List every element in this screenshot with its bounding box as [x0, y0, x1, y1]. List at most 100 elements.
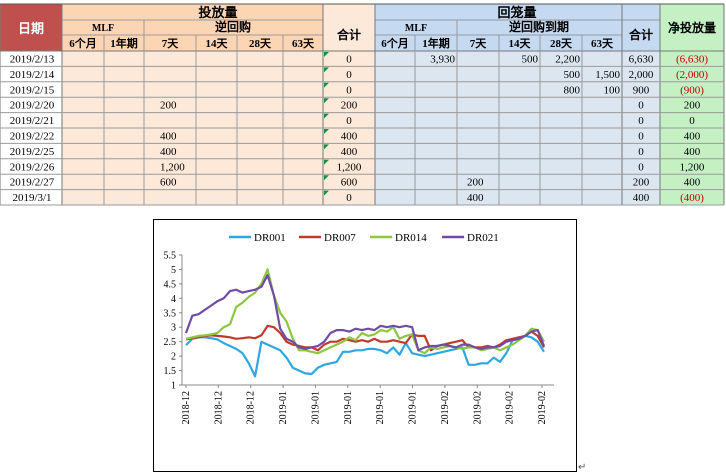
- reverse-repo-maturity-label: 逆回购到期: [509, 19, 569, 34]
- injection-cell: 400: [160, 131, 177, 143]
- net-injection-cell: (400): [680, 192, 704, 204]
- net-fill: [660, 4, 724, 205]
- row-date: 2019/2/21: [10, 115, 55, 127]
- cell-note-marker: [324, 144, 329, 150]
- injection-total-cell: 400: [341, 146, 358, 158]
- injection-total-cell: 1,200: [337, 161, 362, 173]
- cell-note-marker: [324, 52, 329, 57]
- y-tick-label: 1.5: [164, 366, 177, 377]
- withdrawal-total-cell: 0: [638, 100, 644, 112]
- x-tick-label: 2019-02: [537, 391, 548, 424]
- y-tick-label: 3.5: [164, 308, 177, 319]
- net-injection-label: 净投放量: [668, 20, 716, 35]
- series-line-dr021: [184, 274, 546, 352]
- x-tick-label: 2019-02: [440, 391, 451, 424]
- series-line-dr014: [185, 268, 545, 355]
- withdrawal-cell: 400: [467, 192, 484, 204]
- cell-note-marker: [324, 98, 329, 104]
- series-line-dr007: [185, 324, 545, 352]
- legend-label: DR014: [395, 232, 427, 244]
- cell-note-marker: [324, 175, 329, 181]
- withdrawal-total-cell: 0: [638, 146, 644, 158]
- withdrawal-cell: 500: [564, 69, 581, 81]
- row-date: 2019/2/13: [10, 54, 55, 66]
- x-tick-label: 2018-12: [181, 391, 192, 424]
- net-injection-cell: (2,000): [676, 69, 708, 81]
- withdrawal-total-cell: 0: [638, 161, 644, 173]
- net-injection-cell: 400: [684, 146, 701, 158]
- legend-label: DR021: [467, 232, 499, 244]
- y-tick-label: 2.5: [164, 337, 177, 348]
- reverse-repo-label: 逆回购: [215, 19, 251, 34]
- x-tick-label: 2019-01: [278, 391, 289, 424]
- withdrawal-total-cell: 0: [638, 131, 644, 143]
- row-date: 2019/2/20: [10, 100, 55, 112]
- y-tick-label: 4.5: [164, 279, 177, 290]
- withdrawal-cell: 800: [564, 84, 581, 96]
- injection-cell: 400: [160, 146, 177, 158]
- net-injection-cell: 0: [689, 115, 695, 127]
- injection-cell: 200: [160, 100, 177, 112]
- date-header-cell: [0, 4, 62, 51]
- withdrawal-column-header: 14天: [509, 37, 532, 50]
- withdrawal-mlf-label: MLF: [405, 23, 427, 34]
- withdrawal-column-header: 7天: [470, 37, 488, 50]
- corner-header-label: 日期: [18, 21, 44, 36]
- withdrawal-column-header: 1年期: [422, 36, 450, 50]
- injection-total-label: 合计: [337, 27, 361, 42]
- y-tick-label: 4: [171, 294, 176, 305]
- legend-label: DR001: [254, 232, 286, 244]
- withdrawal-group-label: 回笼量: [497, 5, 536, 20]
- row-date: 2019/2/27: [10, 177, 55, 189]
- net-injection-cell: 1,200: [680, 161, 705, 173]
- y-tick-label: 1: [171, 381, 176, 392]
- withdrawal-total-cell: 900: [633, 84, 650, 96]
- injection-column-header: 14天: [206, 37, 229, 50]
- series-line-dr001: [185, 334, 545, 378]
- x-tick-label: 2019-01: [310, 391, 321, 424]
- withdrawal-cell: 200: [467, 177, 484, 189]
- row-date: 2019/2/15: [10, 84, 55, 96]
- withdrawal-cell: 1,500: [595, 69, 620, 81]
- injection-total-cell: 600: [341, 177, 358, 189]
- withdrawal-total-cell: 400: [633, 192, 650, 204]
- net-injection-cell: 400: [684, 131, 701, 143]
- injection-total-cell: 0: [346, 69, 352, 81]
- withdrawal-total-cell: 200: [633, 177, 650, 189]
- x-tick-label: 2019-01: [375, 391, 386, 424]
- y-tick-label: 5.5: [164, 251, 177, 262]
- injection-total-cell: 400: [341, 131, 358, 143]
- withdrawal-total-cell: 6,630: [629, 54, 654, 66]
- injection-column-header: 63天: [292, 37, 315, 50]
- withdrawal-column-header: 28天: [550, 37, 573, 50]
- cell-note-marker: [324, 190, 329, 196]
- injection-total-cell: 0: [346, 54, 352, 66]
- withdrawal-column-header: 63天: [591, 37, 614, 50]
- row-date: 2019/2/14: [10, 69, 55, 81]
- y-tick-label: 2: [171, 352, 176, 363]
- withdrawal-cell: 3,930: [430, 54, 455, 66]
- injection-column-header: 1年期: [110, 36, 138, 50]
- y-tick-label: 5: [171, 265, 176, 276]
- injection-total-cell: 200: [341, 100, 358, 112]
- x-tick-label: 2019-02: [505, 391, 516, 424]
- injection-total-cell: 0: [346, 84, 352, 96]
- x-tick-label: 2019-01: [408, 391, 419, 424]
- interbank-rate-chart: DR001 DR007 DR014 DR021 1 1.5 2 2.5 3 3.5 4 4.5 5 5.5…: [153, 219, 577, 472]
- withdrawal-cell: 500: [522, 54, 539, 66]
- withdrawal-total-label: 合计: [629, 27, 653, 42]
- cell-note-marker: [324, 129, 329, 134]
- row-date: 2019/2/26: [10, 161, 55, 173]
- paragraph-return-mark: ↵: [578, 462, 587, 473]
- withdrawal-column-header: 6个月: [381, 36, 409, 50]
- x-tick-label: 2019-02: [472, 391, 483, 424]
- withdrawal-total-cell: 0: [638, 115, 644, 127]
- withdrawal-header-fill: [375, 4, 660, 51]
- x-tick-label: 2019-01: [343, 391, 354, 424]
- x-tick-label: 2018-12: [213, 391, 224, 424]
- mlf-label: MLF: [92, 23, 114, 34]
- x-tick-label: 2018-12: [246, 391, 257, 424]
- injection-column-header: 6个月: [69, 36, 97, 50]
- net-injection-cell: 400: [684, 177, 701, 189]
